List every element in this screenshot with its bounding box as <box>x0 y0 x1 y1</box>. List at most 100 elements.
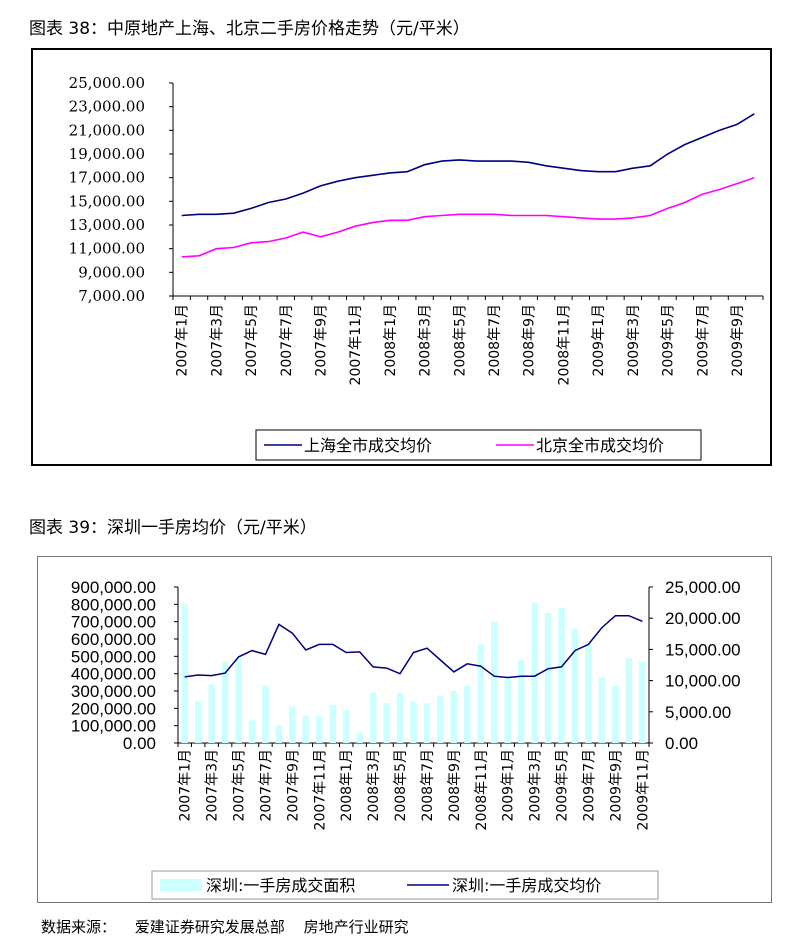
chart1-frame: 25,000.00 23,000.00 21,000.00 19,000.00 17,0… <box>31 48 772 466</box>
chart2-left-tick-label: 400,000.00 <box>71 665 156 684</box>
chart1-y-tick-label: 25,000.00 <box>69 74 145 92</box>
chart2-bar <box>221 661 229 743</box>
chart1-legend-label-1: 上海全市成交均价 <box>304 436 432 455</box>
chart2-bar <box>396 692 404 743</box>
chart2-bar <box>571 628 579 743</box>
chart1-y-tick-label: 19,000.00 <box>69 145 145 163</box>
chart2-frame: 900,000.00 800,000.00 700,000.00 600,000.00… <box>37 556 772 903</box>
chart2-bar <box>383 703 390 743</box>
chart2-x-tick-label: 2009年3月 <box>528 749 544 822</box>
chart1-x-tick-label: 2009年3月 <box>626 304 642 377</box>
chart2-x-tick-label: 2007年9月 <box>285 749 301 822</box>
chart2-x-tick-label: 2009年1月 <box>501 749 517 822</box>
chart1-svg: 25,000.00 23,000.00 21,000.00 19,000.00 17,0… <box>69 74 764 461</box>
chart2-x-tick-label: 2008年5月 <box>393 749 409 822</box>
chart2-bar <box>289 706 296 743</box>
chart2-bar <box>248 720 256 743</box>
chart2-x-tick-label: 2007年5月 <box>232 749 248 822</box>
chart1-x-tick-label: 2007年7月 <box>279 304 295 377</box>
chart2-left-tick-label: 300,000.00 <box>71 682 156 701</box>
chart1-x-tick-label: 2007年9月 <box>314 304 330 377</box>
chart2-bar <box>302 715 310 743</box>
chart2-bar <box>329 704 336 743</box>
chart2-left-tick-label: 0.00 <box>123 734 156 753</box>
chart1-y-tick-label: 11,000.00 <box>69 240 145 258</box>
chart2-bar <box>181 604 188 743</box>
chart2-bar <box>356 732 363 743</box>
chart2-x-tick-label: 2008年11月 <box>474 749 490 830</box>
chart2-bar <box>612 685 619 743</box>
chart2-bar <box>316 716 323 743</box>
chart2-x-tick-label: 2008年9月 <box>447 749 463 822</box>
chart2-x-tick-label: 2007年1月 <box>178 749 194 822</box>
source-label: 数据来源： <box>41 918 117 936</box>
chart2-left-tick-label: 800,000.00 <box>71 595 156 614</box>
chart2-right-tick-label: 15,000.00 <box>665 640 741 659</box>
chart1-y-tick-label: 15,000.00 <box>69 192 145 210</box>
chart2-bar <box>491 621 498 743</box>
chart2-legend-label-line: 深圳:一手房成交均价 <box>452 876 601 895</box>
chart1-y-tick-label: 21,000.00 <box>69 121 145 139</box>
chart1-x-tick-label: 2009年9月 <box>730 304 746 377</box>
chart2-x-tick-label: 2009年9月 <box>608 749 624 822</box>
chart2-x-tick-label: 2008年1月 <box>339 749 355 822</box>
chart2-bar <box>450 691 458 743</box>
chart2-bar <box>464 685 471 743</box>
chart2-left-tick-label: 100,000.00 <box>71 717 156 736</box>
chart2-legend-label-bars: 深圳:一手房成交面积 <box>206 876 355 895</box>
source-org: 爱建证券研究发展总部 <box>134 918 285 936</box>
chart2-legend <box>151 870 659 900</box>
chart2-right-tick-label: 25,000.00 <box>665 578 741 597</box>
chart1-x-tick-label: 2008年7月 <box>487 304 503 377</box>
chart2-svg: 900,000.00800,000.00700,000.00600,000.00… <box>71 578 741 900</box>
chart1-x-tick-label: 2008年1月 <box>383 304 399 377</box>
chart2-left-tick-label: 900,000.00 <box>71 578 156 597</box>
chart2-legend-swatch-bars <box>160 879 202 891</box>
chart1-x-tick-label: 2007年11月 <box>348 304 364 385</box>
chart2-x-tick-label: 2007年11月 <box>312 749 328 830</box>
chart2-bar <box>585 644 592 743</box>
chart2-bar <box>531 602 538 743</box>
chart2-x-tick-label: 2008年3月 <box>366 749 382 822</box>
chart2-right-tick-label: 0.00 <box>665 734 698 753</box>
chart1-y-tick-label: 23,000.00 <box>69 98 145 116</box>
chart1-legend-label-2: 北京全市成交均价 <box>536 436 664 455</box>
chart2-x-tick-label: 2007年7月 <box>258 749 274 822</box>
chart1-y-tick-label: 13,000.00 <box>69 216 145 234</box>
chart2-bar <box>558 607 565 743</box>
chart2-right-tick-label: 10,000.00 <box>665 672 741 691</box>
chart1-x-tick-label: 2007年3月 <box>209 304 225 377</box>
chart2-bar <box>423 703 431 743</box>
chart2-x-tick-label: 2007年3月 <box>205 749 221 822</box>
chart2-bar <box>369 692 377 743</box>
chart2-x-tick-label: 2008年7月 <box>420 749 436 822</box>
chart1-series-line-1 <box>181 113 755 217</box>
chart2-bar <box>598 677 606 743</box>
chart1-y-tick-label: 17,000.00 <box>69 169 145 187</box>
chart1-x-tick-label: 2009年7月 <box>695 304 711 377</box>
chart2-bar <box>235 659 242 743</box>
source-note: 数据来源： 爱建证券研究发展总部 房地产行业研究 <box>41 916 409 937</box>
chart1-x-tick-label: 2007年5月 <box>244 304 260 377</box>
chart2-bar <box>625 658 633 743</box>
chart2-x-tick-label: 2009年11月 <box>635 749 651 830</box>
chart2-left-tick-label: 200,000.00 <box>71 699 156 718</box>
chart1-x-tick-label: 2009年5月 <box>661 304 677 377</box>
chart1-caption: 图表 38：中原地产上海、北京二手房价格走势（元/平米） <box>29 19 470 39</box>
chart2-bar <box>639 661 646 743</box>
chart2-bar <box>194 701 202 743</box>
chart1-x-tick-label: 2008年5月 <box>452 304 468 377</box>
chart2-x-tick-label: 2009年7月 <box>581 749 597 822</box>
chart2-bar <box>517 659 525 743</box>
chart2-price-line <box>184 614 643 679</box>
chart2-right-tick-label: 5,000.00 <box>665 703 731 722</box>
chart1-x-tick-label: 2009年1月 <box>591 304 607 377</box>
chart2-right-tick-label: 20,000.00 <box>665 609 741 628</box>
chart1-x-tick-label: 2007年1月 <box>175 304 191 377</box>
chart2-bar <box>477 644 485 743</box>
chart2-bar <box>437 696 444 743</box>
chart1-x-tick-label: 2008年11月 <box>556 304 572 385</box>
chart2-bar <box>342 710 350 743</box>
chart2-left-tick-label: 600,000.00 <box>71 630 156 649</box>
chart2-bar <box>504 677 511 743</box>
